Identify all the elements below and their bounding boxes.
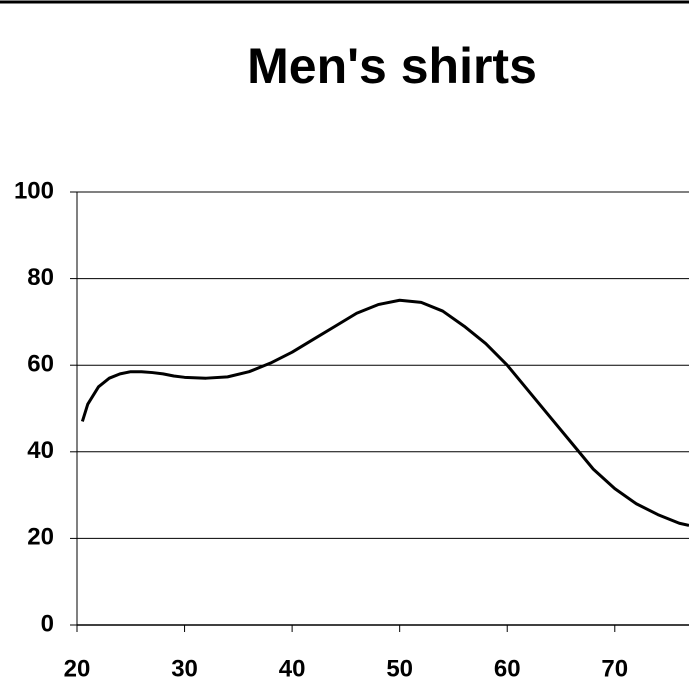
y-tick-label: 40 — [27, 437, 54, 464]
x-tick-label: 30 — [171, 655, 198, 682]
x-tick-label: 50 — [386, 655, 413, 682]
x-tick-label: 40 — [279, 655, 306, 682]
chart-title: Men's shirts — [247, 38, 537, 94]
y-tick-label: 100 — [14, 177, 54, 204]
y-tick-label: 0 — [41, 610, 54, 637]
y-tick-label: 20 — [27, 524, 54, 551]
y-tick-label: 80 — [27, 264, 54, 291]
x-tick-label: 60 — [494, 655, 521, 682]
data-line — [80, 298, 689, 527]
x-tick-label: 70 — [601, 655, 628, 682]
x-tick-label: 20 — [64, 655, 91, 682]
y-tick-label: 60 — [27, 351, 54, 378]
